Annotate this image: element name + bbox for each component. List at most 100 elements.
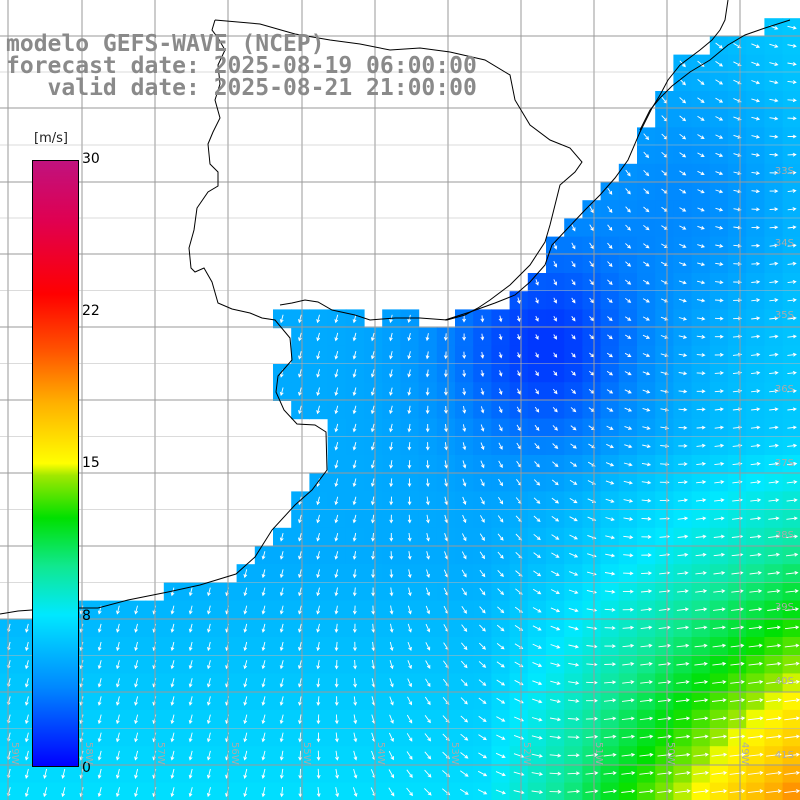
lat-label-33s: 33S [774, 166, 794, 177]
wind-arrow [353, 678, 358, 688]
wind-arrow [478, 697, 487, 704]
wind-arrow [243, 678, 248, 688]
wind-arrow [624, 444, 633, 449]
wind-arrow [625, 206, 631, 213]
wind-arrow [477, 789, 488, 795]
wind-arrow [498, 315, 503, 323]
wind-arrow [97, 660, 102, 670]
wind-arrow [695, 571, 707, 575]
wind-arrow [589, 261, 594, 268]
wind-arrow [497, 533, 504, 541]
wind-arrow [751, 280, 761, 284]
wind-arrow [334, 496, 339, 506]
wind-arrow [729, 770, 746, 775]
wind-arrow [531, 753, 543, 758]
wind-arrow [767, 589, 781, 593]
wind-arrow [424, 733, 432, 742]
wind-arrow [462, 460, 467, 469]
speed-cell [455, 782, 474, 800]
wind-arrow [243, 660, 248, 670]
wind-arrow [243, 696, 248, 706]
wind-arrow [769, 352, 779, 357]
wind-arrow [407, 423, 412, 433]
wind-arrow [711, 789, 728, 794]
wind-arrow [478, 734, 487, 741]
wind-arrow [586, 662, 598, 667]
wind-arrow [585, 734, 599, 739]
wind-arrow [697, 134, 705, 140]
wind-arrow [639, 698, 654, 703]
wind-arrow [749, 570, 762, 575]
wind-arrow [316, 714, 321, 725]
wind-arrow [787, 352, 797, 357]
wind-arrow [551, 570, 560, 576]
wind-arrow [352, 514, 357, 524]
wind-arrow [535, 388, 539, 395]
wind-arrow [642, 407, 651, 412]
wind-arrow [352, 423, 357, 433]
wind-arrow [407, 460, 412, 469]
wind-arrow [97, 750, 102, 761]
wind-arrow [480, 442, 485, 451]
wind-arrow [679, 115, 687, 122]
wind-arrow [768, 461, 780, 466]
wind-arrow [407, 551, 412, 560]
wind-arrow [606, 389, 614, 394]
wind-arrow [279, 750, 284, 761]
wind-arrow [316, 623, 321, 633]
wind-arrow [459, 788, 469, 795]
wind-arrow [678, 407, 688, 412]
wind-arrow [714, 316, 724, 321]
wind-arrow [206, 732, 211, 743]
wind-arrow [531, 790, 544, 795]
wind-arrow [425, 496, 430, 506]
wind-arrow [479, 606, 486, 614]
wind-arrow [675, 734, 691, 739]
wind-arrow [624, 389, 632, 394]
wind-arrow [605, 462, 615, 467]
wind-arrow [569, 571, 579, 576]
wind-arrow [460, 770, 469, 777]
wind-arrow [334, 350, 339, 360]
speed-cell [491, 782, 511, 800]
wind-arrow [605, 517, 615, 522]
wind-arrow [134, 768, 139, 779]
wind-arrow [516, 352, 521, 359]
wind-arrow [604, 626, 616, 630]
wind-arrow [460, 752, 469, 759]
wind-arrow [24, 696, 29, 706]
wind-arrow [460, 697, 468, 705]
wind-arrow [640, 661, 653, 666]
wind-arrow [531, 735, 543, 740]
wind-arrow [694, 607, 708, 612]
wind-arrow [567, 789, 581, 794]
wind-arrow [603, 752, 617, 757]
wind-arrow [679, 133, 687, 140]
wind-arrow [677, 516, 689, 521]
wind-arrow [787, 261, 797, 266]
wind-arrow [769, 225, 779, 230]
wind-arrow [605, 480, 615, 485]
wind-arrow [443, 333, 448, 342]
wind-arrow [279, 623, 284, 633]
wind-arrow [553, 370, 558, 376]
wind-arrow [568, 644, 580, 649]
wind-arrow [570, 461, 578, 467]
wind-arrow [622, 680, 635, 685]
wind-arrow [516, 424, 521, 432]
wind-arrow [334, 623, 339, 633]
wind-arrow [443, 351, 448, 360]
wind-arrow [389, 387, 393, 396]
wind-arrow [604, 589, 616, 594]
speed-cell [436, 782, 456, 800]
wind-arrow [569, 479, 578, 485]
wind-arrow [370, 423, 375, 433]
lat-label-36s: 36S [774, 384, 794, 395]
wind-arrow [751, 243, 761, 248]
wind-arrow [513, 790, 525, 795]
wind-arrow [496, 624, 505, 632]
wind-arrow [407, 641, 412, 651]
wind-arrow [551, 497, 560, 504]
wind-arrow [97, 623, 102, 633]
wind-arrow [261, 660, 266, 670]
